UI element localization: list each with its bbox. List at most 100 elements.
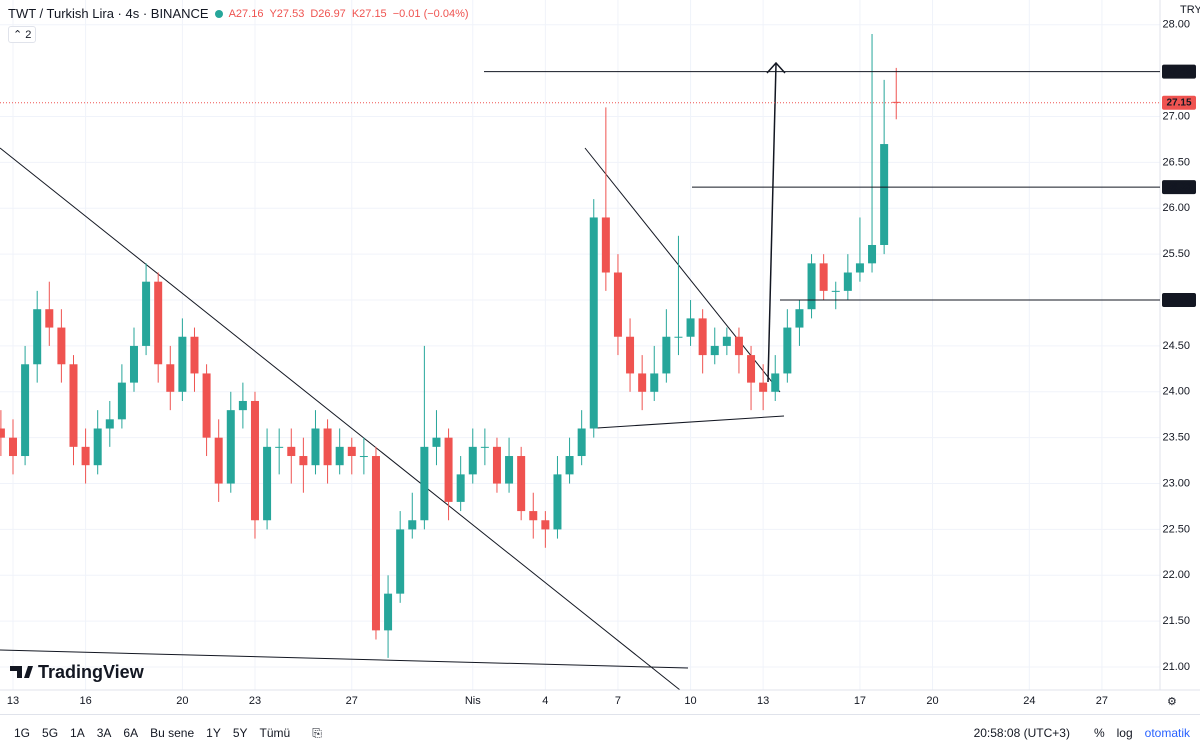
candle-body [686,318,695,337]
x-tick-label: 24 [1023,695,1035,707]
toolbar: 1G 5G 1A 3A 6A Bu sene 1Y 5Y Tümü ⎘ 20:58:08 (UT… [0,714,1200,751]
y-tick-label: 28.00 [1162,19,1190,31]
candle-body [384,593,393,631]
symbol-title[interactable]: TWT / Turkish Lira · 4s · BINANCE [8,6,209,21]
candle-body [275,446,284,448]
candle-body [892,101,901,103]
candle-body [613,272,622,337]
candle-body [311,428,320,466]
candle-body [57,327,66,365]
y-tick-label: 25.50 [1162,248,1190,260]
range-button[interactable]: 5G [42,726,59,740]
currency[interactable]: TRY [1180,4,1200,16]
candle-body [650,373,659,392]
candle-body [722,336,731,346]
settings-icon[interactable]: ⚙ [1167,696,1177,708]
trend-line [0,649,689,669]
candle-body [674,336,683,338]
y-tick-label: 21.00 [1162,661,1190,673]
y-tick-label: 24.00 [1162,386,1190,398]
candle-body [747,355,756,383]
candle-body [698,318,707,356]
candle-body [843,272,852,291]
candle-body [577,428,586,457]
candle-body [408,520,417,530]
grid [0,0,1160,690]
status-dot [214,9,223,18]
x-tick-label: 10 [684,695,696,707]
percent-toggle[interactable]: % [1093,726,1105,740]
arrow [767,63,777,383]
x-tick-label: 20 [176,695,188,707]
range-button[interactable]: 1A [70,726,85,740]
candle-body [69,364,78,447]
candle-body [0,428,5,438]
x-tick-label: 16 [79,695,91,707]
candle-body [480,446,489,448]
candle-body [819,263,828,291]
candle-body [468,446,477,475]
y-tick-label: 22.50 [1162,523,1190,535]
compare-icon[interactable]: ⎘ [312,725,322,740]
range-button[interactable]: Tümü [259,726,291,740]
candle-body [601,217,610,273]
candle-body [371,456,380,631]
y-tick-label: 21.50 [1162,615,1190,627]
candle-body [33,309,42,365]
candle-body [771,373,780,392]
range-button[interactable]: Bu sene [150,726,195,740]
candle-body [795,309,804,328]
trend-line [596,415,785,429]
legend: TWT / Turkish Lira · 4s · BINANCE A27.16… [8,6,469,21]
candle-body [517,456,526,512]
candle-body [93,428,102,466]
level-label: 26.23 [1166,182,1191,193]
ohlc-close: K27.15 [351,7,387,20]
x-tick-label: 17 [854,695,866,707]
x-tick-label: 13 [757,695,769,707]
candle-body [238,400,247,411]
log-toggle[interactable]: log [1116,726,1133,740]
ohlc-change: −0.01 (−0.04%) [392,7,469,20]
candle-body [323,428,332,466]
candle-body [129,345,138,383]
ohlc-open: A27.16 [228,7,264,20]
candle-body [807,263,816,310]
candle-body [81,446,90,466]
candle-body [880,144,889,245]
candle-body [190,336,199,374]
range-button[interactable]: 3A [96,726,112,740]
range-button[interactable]: 1Y [206,726,221,740]
auto-toggle[interactable]: otomatik [1144,726,1190,740]
candle-body [710,345,719,356]
arrow-head [766,61,786,74]
level-tag [1162,293,1196,308]
x-tick-label: 4 [542,695,548,707]
candle-body [105,419,114,429]
x-tick-label: 20 [926,695,938,707]
candle-body [420,446,429,521]
candle-body [287,446,296,457]
level-label: 27.49 [1166,66,1191,77]
y-tick-label: 24.50 [1162,340,1190,352]
candle-body [178,336,187,392]
candle-body [456,474,465,502]
range-button[interactable]: 5Y [232,726,248,740]
range-button[interactable]: 1G [14,726,31,740]
range-button[interactable]: 6A [123,726,139,740]
x-tick-label: 13 [7,695,19,707]
candle-body [565,456,574,475]
candle-body [299,456,308,466]
candle-body [541,520,550,530]
candle-body [117,382,126,420]
level-label: 25.00 [1166,295,1191,306]
candle-body [226,410,235,484]
candle-body [638,373,647,392]
candle-body [626,336,635,374]
clock: 20:58:08 (UTC+3) [973,726,1070,740]
candle-body [492,446,501,484]
indicator-toggle[interactable]: ⌃ 2 [8,26,37,43]
candle-body [214,437,223,484]
candle-body [759,382,768,392]
candle-body [8,437,17,457]
